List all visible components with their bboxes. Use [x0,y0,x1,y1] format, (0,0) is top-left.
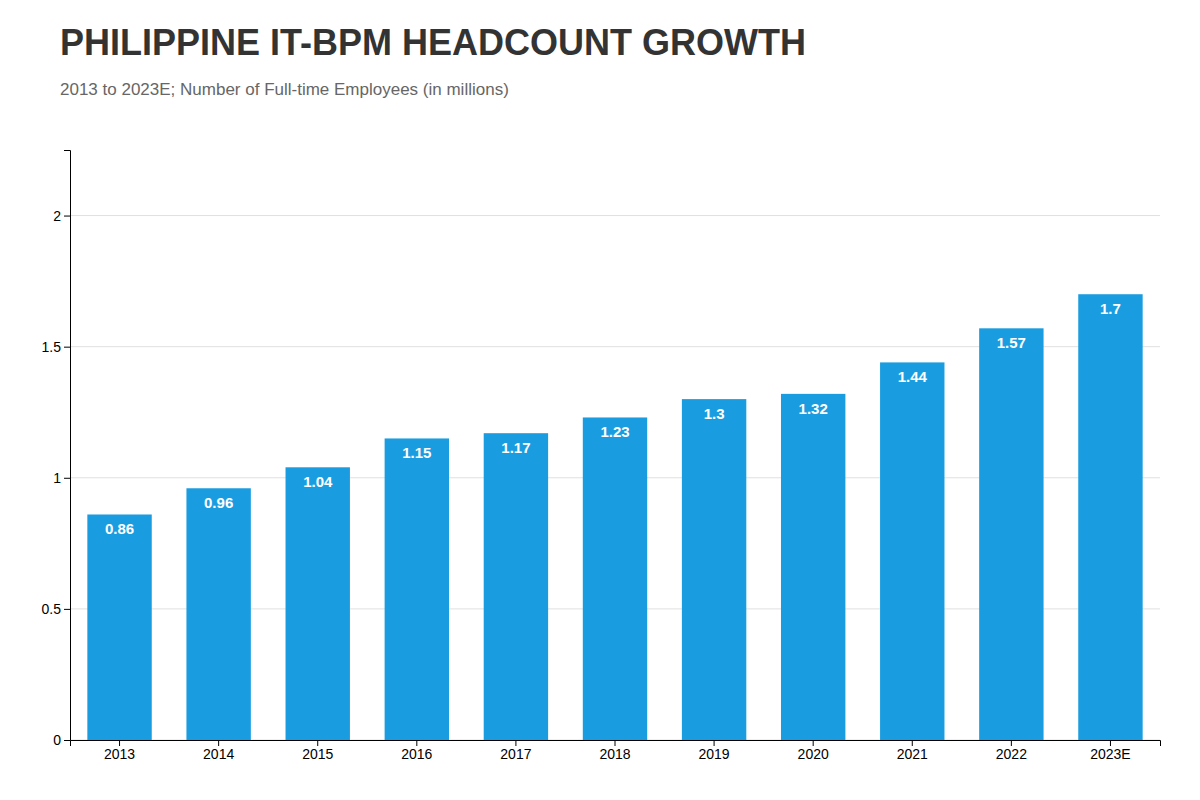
data-label: 1.15 [402,444,431,461]
bar [286,467,350,740]
subtitle: 2013 to 2023E; Number of Full-time Emplo… [60,80,509,99]
data-label: 1.44 [898,368,928,385]
axis-line [64,151,71,741]
data-labels: 0.86 0.96 1.04 1.15 1.17 1.23 1.3 1.32 1.44 1.57 1… [105,300,1121,537]
tick: 1 [53,470,70,486]
tick: 2022 [996,740,1027,762]
bar [781,394,845,740]
bars [87,294,1142,740]
data-label: 1.23 [600,423,629,440]
tick-mark [64,216,70,217]
tick-label: 2013 [104,746,135,762]
tick-label: 2019 [699,746,730,762]
bar [484,433,548,740]
tick-label: 2021 [897,746,928,762]
tick-label: 2014 [203,746,234,762]
tick-label: 2022 [996,746,1027,762]
tick: 2017 [500,740,531,762]
tick-label: 2020 [798,746,829,762]
bar [682,399,746,740]
tick-mark [64,609,70,610]
tick: 2020 [798,740,829,762]
tick-label: 2015 [302,746,333,762]
grid [70,216,1160,740]
tick-mark [64,347,70,348]
data-label: 1.04 [303,473,333,490]
tick: 2023E [1090,740,1130,762]
tick: 2015 [302,740,333,762]
plot-area: 0.86 0.96 1.04 1.15 1.17 1.23 1.3 1.32 1.44 1.57 1… [42,151,1161,762]
bar [87,514,151,740]
tick: 2016 [401,740,432,762]
tick: 2014 [203,740,234,762]
bar [880,362,944,740]
tick-label: 2018 [599,746,630,762]
tick: 0.5 [42,601,70,617]
data-label: 1.32 [799,400,828,417]
tick-label: 0 [53,732,61,748]
data-label: 0.86 [105,520,134,537]
data-label: 1.57 [997,334,1026,351]
tick-label: 2 [53,208,61,224]
data-label: 0.96 [204,494,233,511]
tick: 2 [53,208,70,224]
tick-label: 0.5 [42,601,62,617]
bar [186,488,250,740]
chart: PHILIPPINE IT-BPM HEADCOUNT GROWTH 2013 t… [0,0,1200,800]
tick: 0 [53,732,70,748]
tick: 2013 [104,740,135,762]
y-axis: 0 0.5 1 1.5 2 [42,151,71,748]
data-label: 1.17 [501,439,530,456]
grid-line [70,215,1160,216]
title: PHILIPPINE IT-BPM HEADCOUNT GROWTH [60,22,806,63]
tick-label: 2023E [1090,746,1130,762]
bar [979,328,1043,740]
x-axis: 2013 2014 2015 2016 2017 2018 2019 2020 2021 2022… [71,740,1161,762]
bar [1078,294,1142,740]
tick-label: 2017 [500,746,531,762]
bar [583,417,647,740]
tick-label: 1 [53,470,61,486]
tick-mark [64,740,70,741]
tick-label: 2016 [401,746,432,762]
tick: 2021 [897,740,928,762]
data-label: 1.3 [704,405,725,422]
tick: 2019 [699,740,730,762]
data-label: 1.7 [1100,300,1121,317]
tick-label: 1.5 [42,339,62,355]
bar [385,438,449,740]
tick: 1.5 [42,339,70,355]
tick-mark [64,478,70,479]
tick: 2018 [599,740,630,762]
